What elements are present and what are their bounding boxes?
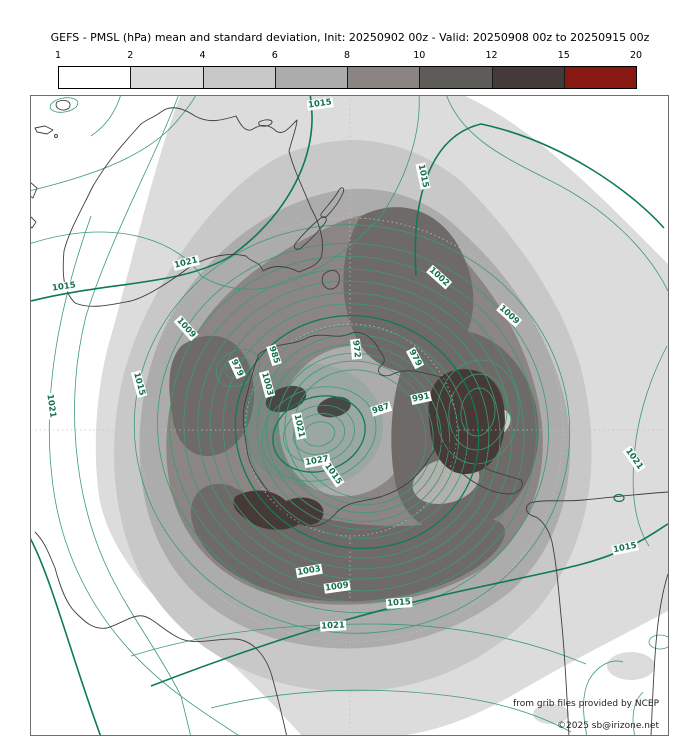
graticule	[35, 100, 664, 732]
tasmania-coastline	[321, 270, 340, 290]
contour-label-layer: 1015 1015 1021 1015 1009 1015 1021 979 985 1003 97…	[31, 96, 668, 735]
contour-label: 1021	[622, 445, 646, 473]
contour-label: 991	[410, 391, 432, 405]
contour-label: 1003	[258, 370, 276, 398]
contour-label: 1015	[385, 597, 413, 609]
colorbar-cell-2	[203, 67, 276, 88]
new-guinea-coastline	[258, 119, 273, 127]
colorbar-cell-0	[59, 67, 132, 88]
colorbar-tick-label: 10	[413, 50, 426, 61]
indonesia-coastline	[31, 99, 71, 229]
map-frame: 1015 1015 1021 1015 1009 1015 1021 979 985 1003 97…	[30, 95, 669, 736]
contour-label: 1002	[426, 264, 452, 290]
contour-label: 972	[349, 338, 363, 360]
contour-label: 979	[228, 356, 246, 380]
contour-label: 1021	[44, 392, 58, 420]
contour-label: 1003	[295, 563, 323, 579]
contour-label: 979	[405, 346, 425, 370]
contour-label: 1015	[306, 97, 334, 111]
africa-coastline	[34, 531, 287, 735]
south-america-coastline	[526, 491, 668, 735]
page-title: GEFS - PMSL (hPa) mean and standard devi…	[50, 31, 650, 44]
colorbar-cell-3	[275, 67, 348, 88]
attribution-copyright: ©2025 sb@irizone.net	[557, 721, 659, 731]
colorbar-tick-label: 12	[485, 50, 498, 61]
colorbar-cell-4	[348, 67, 421, 88]
colorbar-tick-label: 6	[271, 50, 278, 61]
contour-label: 1021	[319, 620, 347, 632]
australia-coastline	[62, 107, 323, 307]
contour-label: 1015	[611, 540, 639, 556]
contour-label: 1009	[173, 315, 199, 341]
antarctica-coastline	[242, 331, 523, 527]
coastlines	[31, 99, 668, 735]
new-zealand-coastline	[294, 187, 345, 250]
colorbar-cell-7	[564, 67, 636, 88]
colorbar-ticks: 1 2 4 6 8 10 12 15 20	[54, 50, 642, 63]
contour-label: 987	[370, 401, 392, 417]
colorbar-cell-1	[131, 67, 204, 88]
contour-label: 1009	[496, 302, 522, 328]
attribution-source: from grib files provided by NCEP	[513, 699, 659, 709]
contour-label: 985	[266, 344, 282, 366]
colorbar-tick-label: 8	[343, 50, 351, 61]
contour-label: 1021	[291, 412, 307, 440]
colorbar-cell-5	[420, 67, 493, 88]
contour-label: 1015	[130, 370, 148, 398]
contour-label: 1009	[323, 580, 351, 594]
colorbar-tick-label: 20	[629, 50, 643, 61]
colorbar-tick-label: 4	[199, 50, 206, 61]
contour-label: 1015	[50, 280, 78, 294]
colorbar-tick-label: 2	[127, 50, 134, 61]
map-canvas	[31, 96, 668, 735]
pressure-contours-bold	[31, 96, 668, 735]
colorbar-cells	[58, 66, 637, 89]
colorbar-cell-6	[492, 67, 565, 88]
colorbar-tick-label: 1	[54, 50, 62, 61]
contour-label: 1021	[172, 255, 200, 271]
colorbar-tick-label: 15	[557, 50, 570, 61]
contour-label: 1015	[415, 162, 431, 190]
contour-label: 1015	[321, 460, 345, 488]
